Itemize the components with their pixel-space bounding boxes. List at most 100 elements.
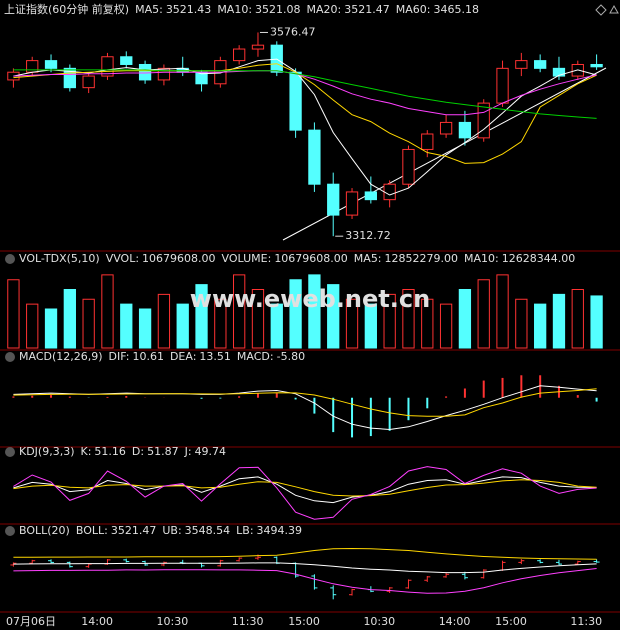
legend-entry: BOLL: 3521.47 (76, 524, 156, 537)
legend-value: 3494.39 (257, 524, 303, 537)
volume-bar (327, 284, 340, 349)
kdj-line (13, 479, 597, 497)
legend-value: 3521.47 (111, 524, 157, 537)
volume-bar (534, 303, 547, 349)
candle-body (345, 191, 359, 216)
panel-title: MACD(12,26,9) (19, 350, 103, 363)
legend-value: 10.61 (132, 350, 164, 363)
candle-body (383, 183, 396, 201)
boll-line (13, 547, 597, 560)
volume-bar (364, 303, 377, 349)
boll-line (13, 568, 597, 594)
candle-body (289, 71, 302, 131)
volume-bar (138, 308, 152, 349)
legend-entry: MA10: 3521.08 (217, 3, 300, 16)
legend-entry: UB: 3548.54 (162, 524, 230, 537)
max-label: 3576.47 (270, 25, 316, 38)
volume-bar (477, 279, 490, 349)
candle-body (421, 133, 434, 150)
icon[interactable] (609, 4, 619, 14)
legend-name: MA10: (217, 3, 252, 16)
volume-bar (515, 298, 528, 349)
icon[interactable] (595, 4, 607, 16)
volume-bar (439, 303, 453, 349)
volume-bar (82, 298, 95, 349)
x-tick-label: 10:30 (157, 615, 189, 628)
volume-bar (308, 274, 321, 349)
legend-name: UB: (162, 524, 181, 537)
legend-name: MA60: (396, 3, 431, 16)
candle-body (44, 60, 58, 69)
candle-body (233, 48, 246, 62)
volume-bar (552, 293, 566, 349)
legend-entry: VVOL: 10679608.00 (106, 252, 216, 265)
candle-body (63, 67, 76, 89)
candle-body (439, 121, 453, 135)
candle-body (327, 183, 340, 216)
legend-entry: MA60: 3465.18 (396, 3, 479, 16)
legend-entry: MACD: -5.80 (237, 350, 305, 363)
legend-value: 51.87 (147, 445, 179, 458)
x-tick-label: 15:00 (495, 615, 527, 628)
volume-bar (289, 279, 302, 349)
collapse-icon (5, 352, 15, 362)
candle-body (157, 67, 171, 81)
legend-name: K: (81, 445, 92, 458)
volume-bar (383, 293, 396, 349)
panel-title: VOL-TDX(5,10) (19, 252, 100, 265)
legend-name: LB: (236, 524, 253, 537)
volume-bar (120, 303, 133, 349)
legend-entry: MA5: 3521.43 (135, 3, 211, 16)
volume-bar (157, 293, 171, 349)
legend-name: MA10: (464, 252, 499, 265)
volume-bar (44, 308, 58, 349)
volume-bar (233, 274, 246, 349)
legend-value: 3521.47 (344, 3, 390, 16)
legend-name: J: (184, 445, 192, 458)
legend-entry: DEA: 13.51 (170, 350, 231, 363)
volume-bar (63, 289, 76, 349)
collapse-icon (5, 447, 15, 457)
ma-line (13, 70, 597, 116)
min-label: 3312.72 (345, 229, 391, 242)
legend-value: 3521.08 (255, 3, 301, 16)
ma-line (13, 69, 597, 119)
legend-value: -5.80 (277, 350, 305, 363)
candle-body (477, 102, 490, 139)
legend-value: 10679608.00 (142, 252, 215, 265)
macd-line (13, 385, 597, 431)
legend-name: DIF: (109, 350, 130, 363)
volume-bar (195, 284, 208, 349)
candle-body (458, 121, 472, 139)
legend-name: BOLL: (76, 524, 108, 537)
legend-value: 3548.54 (185, 524, 231, 537)
volume-bar (214, 298, 227, 349)
collapse-icon (5, 526, 15, 536)
candle-body (308, 129, 321, 185)
candle-body (552, 67, 566, 77)
candle-body (590, 63, 603, 68)
legend-name: MA5: (135, 3, 163, 16)
x-tick-label: 10:30 (363, 615, 395, 628)
legend-value: 49.74 (195, 445, 227, 458)
x-tick-label: 14:00 (439, 615, 471, 628)
collapse-icon (5, 254, 15, 264)
volume-bar (421, 298, 434, 349)
legend-entry: LB: 3494.39 (236, 524, 302, 537)
legend-entry: DIF: 10.61 (109, 350, 164, 363)
candle-body (251, 44, 265, 50)
legend-value: 3521.43 (166, 3, 212, 16)
legend-name: VVOL: (106, 252, 139, 265)
legend-entry: J: 49.74 (184, 445, 226, 458)
x-tick-label: 15:00 (288, 615, 320, 628)
legend-name: MA5: (354, 252, 382, 265)
kdj-line (13, 476, 597, 504)
panel-title: KDJ(9,3,3) (19, 445, 75, 458)
legend-entry: K: 51.16 (81, 445, 126, 458)
legend-value: 3465.18 (433, 3, 479, 16)
ma-line (13, 63, 597, 164)
watermark: www.eweb.net.cn (190, 285, 430, 313)
legend-value: 13.51 (199, 350, 231, 363)
legend-name: MACD: (237, 350, 274, 363)
